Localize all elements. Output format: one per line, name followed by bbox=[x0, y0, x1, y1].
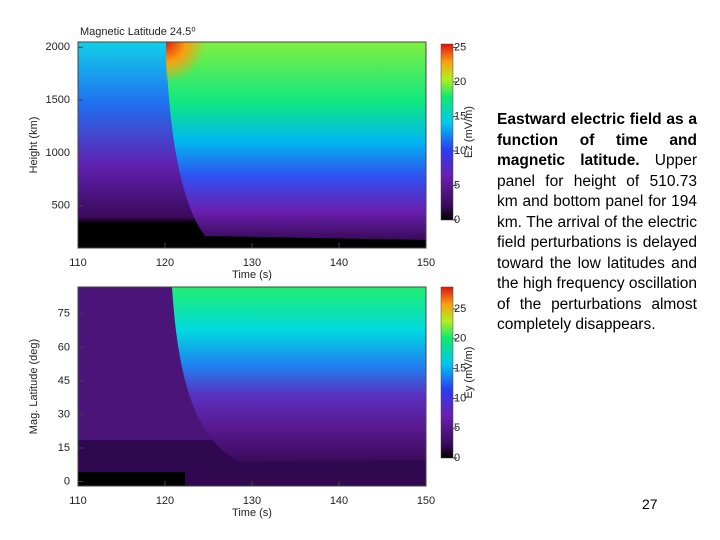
x-tick-label: 140 bbox=[330, 495, 348, 507]
chart-title: Magnetic Latitude 24.5⁰ bbox=[80, 26, 196, 38]
lead-text: Eastward electric field as a function of… bbox=[497, 111, 697, 169]
x-tick-label: 130 bbox=[243, 257, 261, 269]
colorbar-label: Ez (mV/m) bbox=[463, 106, 475, 158]
colorbar-tick-label: 5 bbox=[454, 179, 460, 191]
x-axis-label: Time (s) bbox=[232, 269, 272, 281]
x-tick-label: 130 bbox=[243, 495, 261, 507]
y-axis-label: Height (km) bbox=[28, 117, 40, 174]
x-tick-label: 120 bbox=[156, 257, 174, 269]
y-tick-label: 30 bbox=[58, 408, 70, 420]
description: Eastward electric field as a function of… bbox=[497, 110, 697, 336]
colorbar bbox=[440, 286, 454, 459]
x-tick-label: 110 bbox=[69, 257, 87, 269]
colorbar-tick-label: 20 bbox=[454, 76, 466, 88]
x-axis-label: Time (s) bbox=[232, 507, 272, 519]
colorbar-tick-label: 25 bbox=[454, 303, 466, 315]
colorbar-tick-label: 10 bbox=[454, 145, 466, 157]
x-tick-label: 120 bbox=[156, 495, 174, 507]
x-tick-label: 110 bbox=[69, 495, 87, 507]
colorbar-tick-label: 20 bbox=[454, 333, 466, 345]
body-text: Upper panel for height of 510.73 km and … bbox=[497, 152, 697, 333]
x-tick-label: 150 bbox=[417, 495, 435, 507]
y-tick-label: 1000 bbox=[46, 147, 70, 159]
colorbar-label: Ey (mV/m) bbox=[463, 347, 475, 399]
x-tick-label: 150 bbox=[417, 257, 435, 269]
y-tick-label: 1500 bbox=[46, 94, 70, 106]
x-tick-label: 140 bbox=[330, 257, 348, 269]
y-tick-label: 15 bbox=[58, 442, 70, 454]
colorbar-tick-label: 0 bbox=[454, 214, 460, 226]
y-tick-label: 75 bbox=[58, 308, 70, 320]
colorbar-tick-label: 15 bbox=[454, 110, 466, 122]
colorbar-tick-label: 15 bbox=[454, 363, 466, 375]
y-tick-label: 45 bbox=[58, 375, 70, 387]
y-tick-label: 2000 bbox=[46, 41, 70, 53]
colorbar bbox=[440, 43, 454, 221]
y-tick-label: 0 bbox=[64, 475, 70, 487]
colorbar-tick-label: 10 bbox=[454, 392, 466, 404]
colorbar-tick-label: 5 bbox=[454, 422, 460, 434]
colorbar-tick-label: 0 bbox=[454, 452, 460, 464]
y-axis-label: Mag. Latitude (deg) bbox=[28, 339, 40, 434]
y-tick-label: 500 bbox=[52, 200, 70, 212]
colorbar-tick-label: 25 bbox=[454, 41, 466, 53]
y-tick-label: 60 bbox=[58, 341, 70, 353]
page-number: 27 bbox=[642, 496, 658, 512]
heatmap-image bbox=[78, 42, 426, 486]
